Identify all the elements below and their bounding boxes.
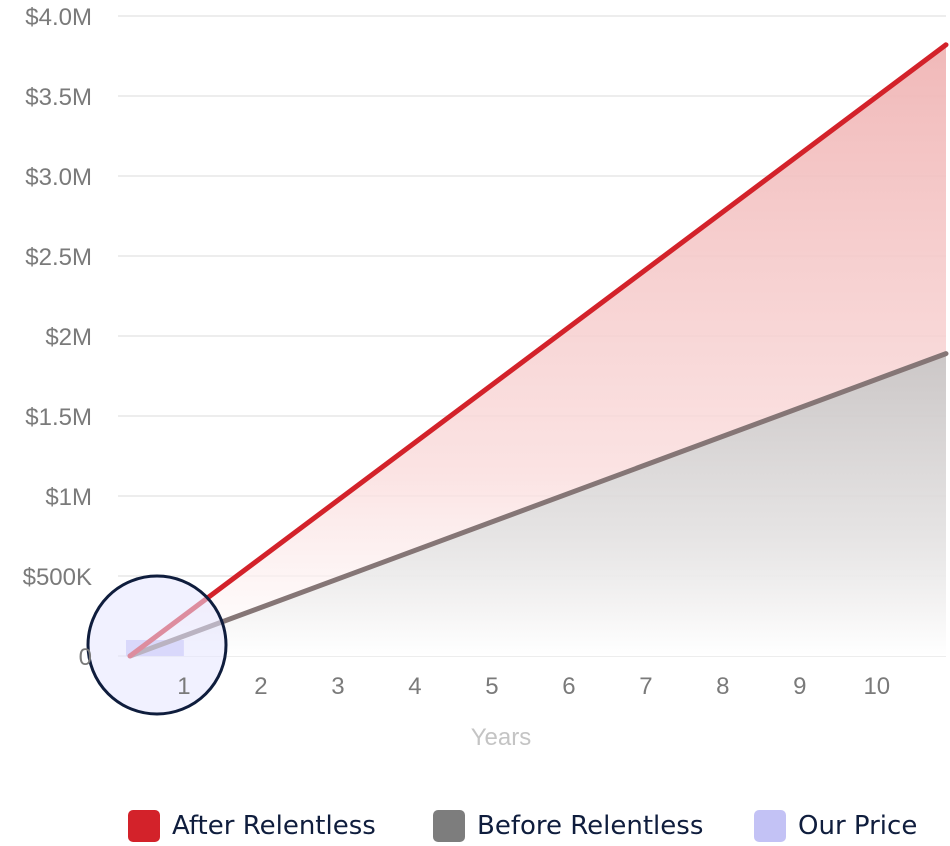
y-tick-label: $2.5M — [25, 244, 92, 271]
highlight-circle — [86, 574, 228, 716]
y-tick-label: $500K — [23, 564, 92, 591]
y-tick-label: $1.5M — [25, 404, 92, 431]
highlight-layer — [86, 574, 228, 716]
legend-swatch-after-relentless — [128, 810, 160, 842]
x-tick-label: 4 — [408, 673, 421, 700]
legend-swatch-our-price — [754, 810, 786, 842]
y-tick-label: $3.0M — [25, 164, 92, 191]
x-axis-ticks: 1 2 3 4 5 6 7 8 9 10 — [177, 673, 890, 700]
legend-swatch-before-relentless — [433, 810, 465, 842]
y-tick-label: $3.5M — [25, 84, 92, 111]
y-tick-label: $1M — [45, 484, 92, 511]
y-tick-label: 0 — [79, 644, 92, 671]
x-tick-label: 7 — [639, 673, 652, 700]
legend-label-our-price: Our Price — [798, 811, 918, 841]
x-tick-label: 8 — [716, 673, 729, 700]
line-after-relentless — [127, 42, 949, 659]
legend-label-after-relentless: After Relentless — [172, 811, 376, 841]
x-tick-label: 10 — [863, 673, 890, 700]
series-lines — [127, 42, 949, 659]
x-axis-title: Years — [471, 724, 532, 751]
legend-item-our-price[interactable]: Our Price — [754, 806, 917, 846]
x-tick-label: 1 — [177, 673, 190, 700]
y-tick-label: $2M — [45, 324, 92, 351]
chart: 0 $500K $1M $1.5M $2M $2.5M $3.0M $3.5M $4.0M 1 2… — [23, 4, 949, 751]
legend-label-before-relentless: Before Relentless — [477, 811, 704, 841]
legend: After Relentless Before Relentless Our P… — [0, 806, 950, 846]
line-before-relentless — [127, 351, 949, 659]
x-tick-label: 6 — [562, 673, 575, 700]
y-axis-ticks: 0 $500K $1M $1.5M $2M $2.5M $3.0M $3.5M $4.0M — [23, 4, 92, 671]
x-tick-label: 5 — [485, 673, 498, 700]
x-tick-label: 9 — [793, 673, 806, 700]
x-tick-label: 3 — [331, 673, 344, 700]
y-tick-label: $4.0M — [25, 4, 92, 31]
x-tick-label: 2 — [254, 673, 267, 700]
legend-item-after-relentless[interactable]: After Relentless — [128, 806, 376, 846]
legend-item-before-relentless[interactable]: Before Relentless — [433, 806, 703, 846]
